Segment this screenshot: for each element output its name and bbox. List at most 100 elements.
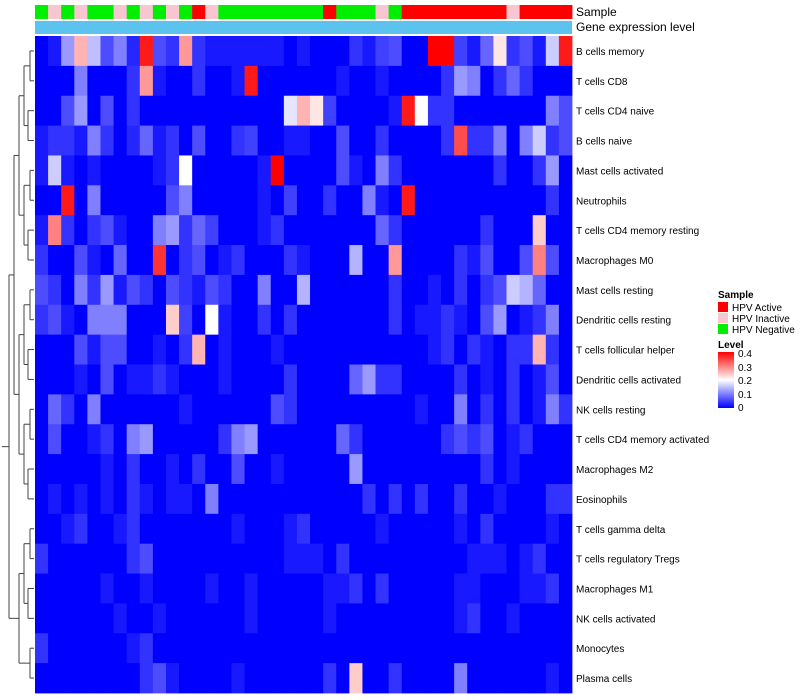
heatmap-cell xyxy=(87,125,101,156)
heatmap-cell xyxy=(179,65,193,97)
heatmap-cell xyxy=(126,424,141,455)
heatmap-cell xyxy=(427,424,442,455)
heatmap-cell xyxy=(257,185,272,216)
heatmap-cell xyxy=(218,274,232,306)
row-label: T cells CD4 memory resting xyxy=(576,226,699,237)
heatmap-cell xyxy=(506,65,521,97)
heatmap-cell xyxy=(454,603,468,634)
heatmap-cell xyxy=(493,215,507,246)
heatmap-cell xyxy=(231,663,245,694)
heatmap-cell xyxy=(323,633,337,664)
heatmap-cell xyxy=(441,603,455,634)
heatmap-cell xyxy=(375,95,390,126)
heatmap-cell xyxy=(74,125,88,156)
heatmap-cell xyxy=(362,424,376,455)
heatmap-cell xyxy=(401,424,416,455)
sample-annotation-cell xyxy=(375,5,390,19)
heatmap-cell xyxy=(414,155,429,186)
heatmap-cell xyxy=(218,155,232,186)
sample-annotation-cell xyxy=(283,5,298,19)
heatmap-cell xyxy=(100,424,114,455)
heatmap-cell xyxy=(558,394,573,425)
heatmap-cell xyxy=(532,95,547,126)
heatmap-cell xyxy=(139,65,154,97)
heatmap-cell xyxy=(152,603,167,634)
heatmap-cell xyxy=(441,36,455,67)
heatmap-cell xyxy=(126,304,141,336)
heatmap-cell xyxy=(467,573,481,604)
heatmap-cell xyxy=(283,65,298,97)
heatmap-cell xyxy=(48,65,62,97)
heatmap-cell xyxy=(257,483,272,515)
heatmap-cell xyxy=(388,185,403,216)
heatmap-cell xyxy=(441,95,455,126)
heatmap-cell xyxy=(441,185,455,216)
heatmap-cell xyxy=(545,215,560,246)
heatmap-cell xyxy=(375,65,390,97)
heatmap-cell xyxy=(493,364,507,395)
heatmap-cell xyxy=(375,334,390,365)
heatmap-cell xyxy=(192,483,206,515)
heatmap-cell xyxy=(296,155,311,186)
heatmap-cell xyxy=(48,483,62,515)
heatmap-cell xyxy=(179,483,193,515)
heatmap-cell xyxy=(506,274,521,306)
heatmap-cell xyxy=(310,155,324,186)
heatmap-cell xyxy=(362,95,376,126)
heatmap-cell xyxy=(427,65,442,97)
heatmap-cell xyxy=(139,394,154,425)
heatmap-cell xyxy=(231,245,245,276)
heatmap-cell xyxy=(506,543,521,574)
heatmap-cell xyxy=(296,304,311,336)
heatmap-cell xyxy=(362,633,376,664)
heatmap-cell xyxy=(35,215,49,246)
heatmap-cell xyxy=(113,304,128,336)
heatmap-cell xyxy=(231,424,245,455)
heatmap-cell xyxy=(545,633,560,664)
row-label: Plasma cells xyxy=(576,674,632,685)
heatmap-cell xyxy=(427,663,442,694)
heatmap-cell xyxy=(152,364,167,395)
row-label: Mast cells activated xyxy=(576,166,663,177)
heatmap-cell xyxy=(506,663,521,694)
heatmap-cell xyxy=(179,573,193,604)
heatmap-cell xyxy=(349,394,363,425)
heatmap-cell xyxy=(296,663,311,694)
sample-annotation-cell xyxy=(349,5,363,19)
heatmap-cell xyxy=(310,573,324,604)
heatmap-cell xyxy=(427,125,442,156)
heatmap-cell xyxy=(192,125,206,156)
heatmap-cell xyxy=(323,663,337,694)
heatmap-cell xyxy=(61,513,75,545)
heatmap-cell xyxy=(441,483,455,515)
annotation-label-sample: Sample xyxy=(576,5,617,19)
heatmap-cell xyxy=(179,633,193,664)
heatmap-cell xyxy=(257,364,272,395)
heatmap-cell xyxy=(231,95,245,126)
heatmap-cell xyxy=(283,603,298,634)
heatmap-cell xyxy=(506,334,521,365)
heatmap-cell xyxy=(349,364,363,395)
heatmap-cell xyxy=(401,663,416,694)
heatmap-cell xyxy=(48,663,62,694)
heatmap-cell xyxy=(244,663,259,694)
heatmap-cell xyxy=(519,633,534,664)
heatmap-cell xyxy=(375,364,390,395)
heatmap-cell xyxy=(388,155,403,186)
heatmap-cell xyxy=(205,185,219,216)
heatmap-cell xyxy=(244,155,259,186)
heatmap-cell xyxy=(545,304,560,336)
heatmap-cell xyxy=(126,603,141,634)
heatmap-cell xyxy=(257,543,272,574)
heatmap-cell xyxy=(231,633,245,664)
heatmap-cell xyxy=(480,215,494,246)
heatmap-cell xyxy=(558,543,573,574)
heatmap-cell xyxy=(35,394,49,425)
heatmap-cell xyxy=(244,483,259,515)
heatmap-cell xyxy=(139,633,154,664)
heatmap-cell xyxy=(48,513,62,545)
heatmap-cell xyxy=(323,483,337,515)
heatmap-cell xyxy=(323,573,337,604)
heatmap-cell xyxy=(244,95,259,126)
heatmap-cell xyxy=(165,454,180,485)
